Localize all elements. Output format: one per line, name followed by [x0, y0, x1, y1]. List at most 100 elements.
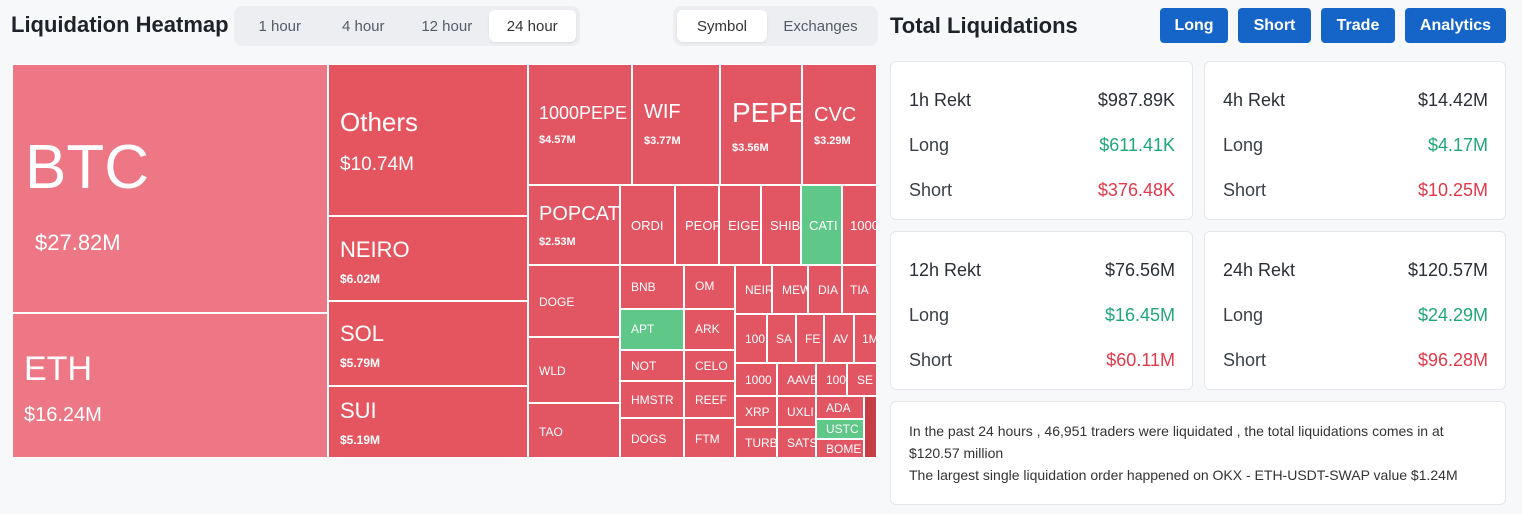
tile-cati-15[interactable]: CATI [801, 185, 842, 265]
tile-om-21[interactable]: OM [684, 265, 735, 309]
tile-symbol: HMSTR [631, 393, 674, 407]
tile-not-24[interactable]: NOT [620, 350, 684, 381]
tile-pepe-8[interactable]: PEPE $3.56M [720, 64, 802, 185]
tile-dia-32[interactable]: DIA [808, 265, 842, 314]
tile-value: $3.56M [732, 142, 769, 154]
tile-people-12[interactable]: PEOPLE [675, 185, 719, 265]
long-button[interactable]: Long [1160, 8, 1228, 43]
tile-wif-7[interactable]: WIF $3.77M [632, 64, 720, 185]
tile-symbol: BOME [826, 442, 862, 456]
view-mode-selector: Symbol Exchanges [673, 6, 878, 46]
tile-bnb-20[interactable]: BNB [620, 265, 684, 309]
total-liquidations-title: Total Liquidations [890, 13, 1078, 38]
tile-symbol: APT [631, 322, 655, 336]
tile-1000-16[interactable]: 1000 [842, 185, 877, 265]
tile-dogs-28[interactable]: DOGS [620, 418, 684, 458]
tile-uxli-44[interactable]: UXLI [777, 396, 816, 427]
tile-symbol: TURB [745, 436, 777, 450]
tile-symbol: SE [857, 373, 874, 387]
tile-aave-40[interactable]: AAVE [777, 363, 816, 396]
tile-sats-48[interactable]: SATS [777, 427, 816, 458]
tile-blank-46[interactable] [864, 396, 877, 458]
tile-sa-35[interactable]: SA [767, 314, 796, 363]
tile-others-2[interactable]: Others $10.74M [328, 64, 528, 216]
tile-shib-14[interactable]: SHIB [761, 185, 801, 265]
tile-ark-23[interactable]: ARK [684, 309, 735, 350]
tile-symbol: REEF [695, 393, 728, 407]
tile-symbol: TIA [850, 283, 869, 297]
tile-ftm-29[interactable]: FTM [684, 418, 735, 458]
tile-eigen-13[interactable]: EIGEN [719, 185, 761, 265]
tile-bome-50[interactable]: BOME [816, 439, 864, 458]
time-range-selector: 1 hour 4 hour 12 hour 24 hour [234, 6, 580, 46]
short-value: $10.25M [1417, 180, 1488, 200]
short-button[interactable]: Short [1238, 8, 1311, 43]
card-total: $120.57M [1407, 260, 1488, 280]
time-option-4h[interactable]: 4 hour [341, 17, 385, 35]
tile-value: $27.82M [35, 230, 121, 255]
tile-symbol: WLD [539, 364, 566, 378]
tile-sol-4[interactable]: SOL $5.79M [328, 301, 528, 386]
tile-symbol: SHIB [770, 218, 801, 233]
tile-apt-22[interactable]: APT [620, 309, 684, 350]
tile-100-34[interactable]: 100 [735, 314, 767, 363]
tile-popcat-10[interactable]: POPCAT $2.53M [528, 185, 620, 265]
tile-symbol: BTC [25, 133, 149, 202]
tile-symbol: OM [695, 279, 715, 293]
time-option-1h[interactable]: 1 hour [258, 17, 302, 35]
tile-reef-27[interactable]: REEF [684, 381, 735, 418]
analytics-button[interactable]: Analytics [1405, 8, 1506, 43]
view-option-exchanges[interactable]: Exchanges [783, 17, 858, 35]
tile-mew-31[interactable]: MEW [772, 265, 808, 314]
tile-tao-19[interactable]: TAO [528, 403, 620, 458]
short-label: Short [909, 180, 953, 200]
tile-symbol: CVC [814, 104, 857, 126]
tile-symbol: SUI [340, 398, 377, 423]
short-value: $376.48K [1097, 180, 1175, 200]
tile-neiro-30[interactable]: NEIRO [735, 265, 772, 314]
tile-ustc-49[interactable]: USTC [816, 419, 864, 439]
tile-wld-18[interactable]: WLD [528, 337, 620, 403]
card-title: 4h Rekt [1223, 90, 1286, 110]
time-option-12h[interactable]: 12 hour [421, 17, 473, 35]
tile-1m-38[interactable]: 1M [854, 314, 877, 363]
rekt-card-1h: 1h Rekt $987.89K Long $611.41K Short $376.4… [890, 61, 1193, 220]
tile-symbol: ORDI [631, 218, 664, 233]
trade-button[interactable]: Trade [1321, 8, 1395, 43]
card-title: 12h Rekt [909, 260, 982, 280]
tile-neiro-3[interactable]: NEIRO $6.02M [328, 216, 528, 301]
tile-symbol: SATS [787, 436, 816, 450]
tile-btc-0[interactable]: BTC $27.82M [12, 64, 328, 313]
tile-doge-17[interactable]: DOGE [528, 265, 620, 337]
tile-hmstr-26[interactable]: HMSTR [620, 381, 684, 418]
tile-symbol: EIGEN [728, 218, 760, 233]
liquidation-treemap: BTC $27.82M ETH $16.24M Others $10.74M NEIRO $6… [12, 64, 877, 458]
tile-symbol: MEW [782, 283, 807, 297]
tile-av-37[interactable]: AV [824, 314, 854, 363]
tile-100-41[interactable]: 100 [816, 363, 847, 396]
tile-tia-33[interactable]: TIA [842, 265, 877, 314]
tile-value: $3.77M [644, 135, 681, 147]
tile-ada-45[interactable]: ADA [816, 396, 864, 419]
tile-cvc-9[interactable]: CVC $3.29M [802, 64, 877, 185]
view-option-symbol[interactable]: Symbol [677, 10, 767, 42]
long-value: $4.17M [1427, 135, 1488, 155]
tile-fe-36[interactable]: FE [796, 314, 824, 363]
tile-symbol: ADA [826, 401, 851, 415]
tile-symbol: 100 [745, 332, 766, 346]
tile-ordi-11[interactable]: ORDI [620, 185, 675, 265]
tile-1000-39[interactable]: 1000 [735, 363, 777, 396]
tile-turb-47[interactable]: TURB [735, 427, 777, 458]
short-value: $60.11M [1106, 350, 1175, 370]
time-option-24h[interactable]: 24 hour [488, 10, 576, 42]
tile-celo-25[interactable]: CELO [684, 350, 735, 381]
heatmap-title: Liquidation Heatmap [11, 12, 229, 37]
tile-sui-5[interactable]: SUI $5.19M [328, 386, 528, 458]
tile-value: $6.02M [340, 272, 381, 286]
tile-eth-1[interactable]: ETH $16.24M [12, 313, 328, 458]
short-label: Short [1223, 180, 1267, 200]
card-title: 24h Rekt [1223, 260, 1296, 280]
tile-1000pepe-6[interactable]: 1000PEPE $4.57M [528, 64, 632, 185]
tile-xrp-43[interactable]: XRP [735, 396, 777, 427]
tile-se-42[interactable]: SE [847, 363, 877, 396]
